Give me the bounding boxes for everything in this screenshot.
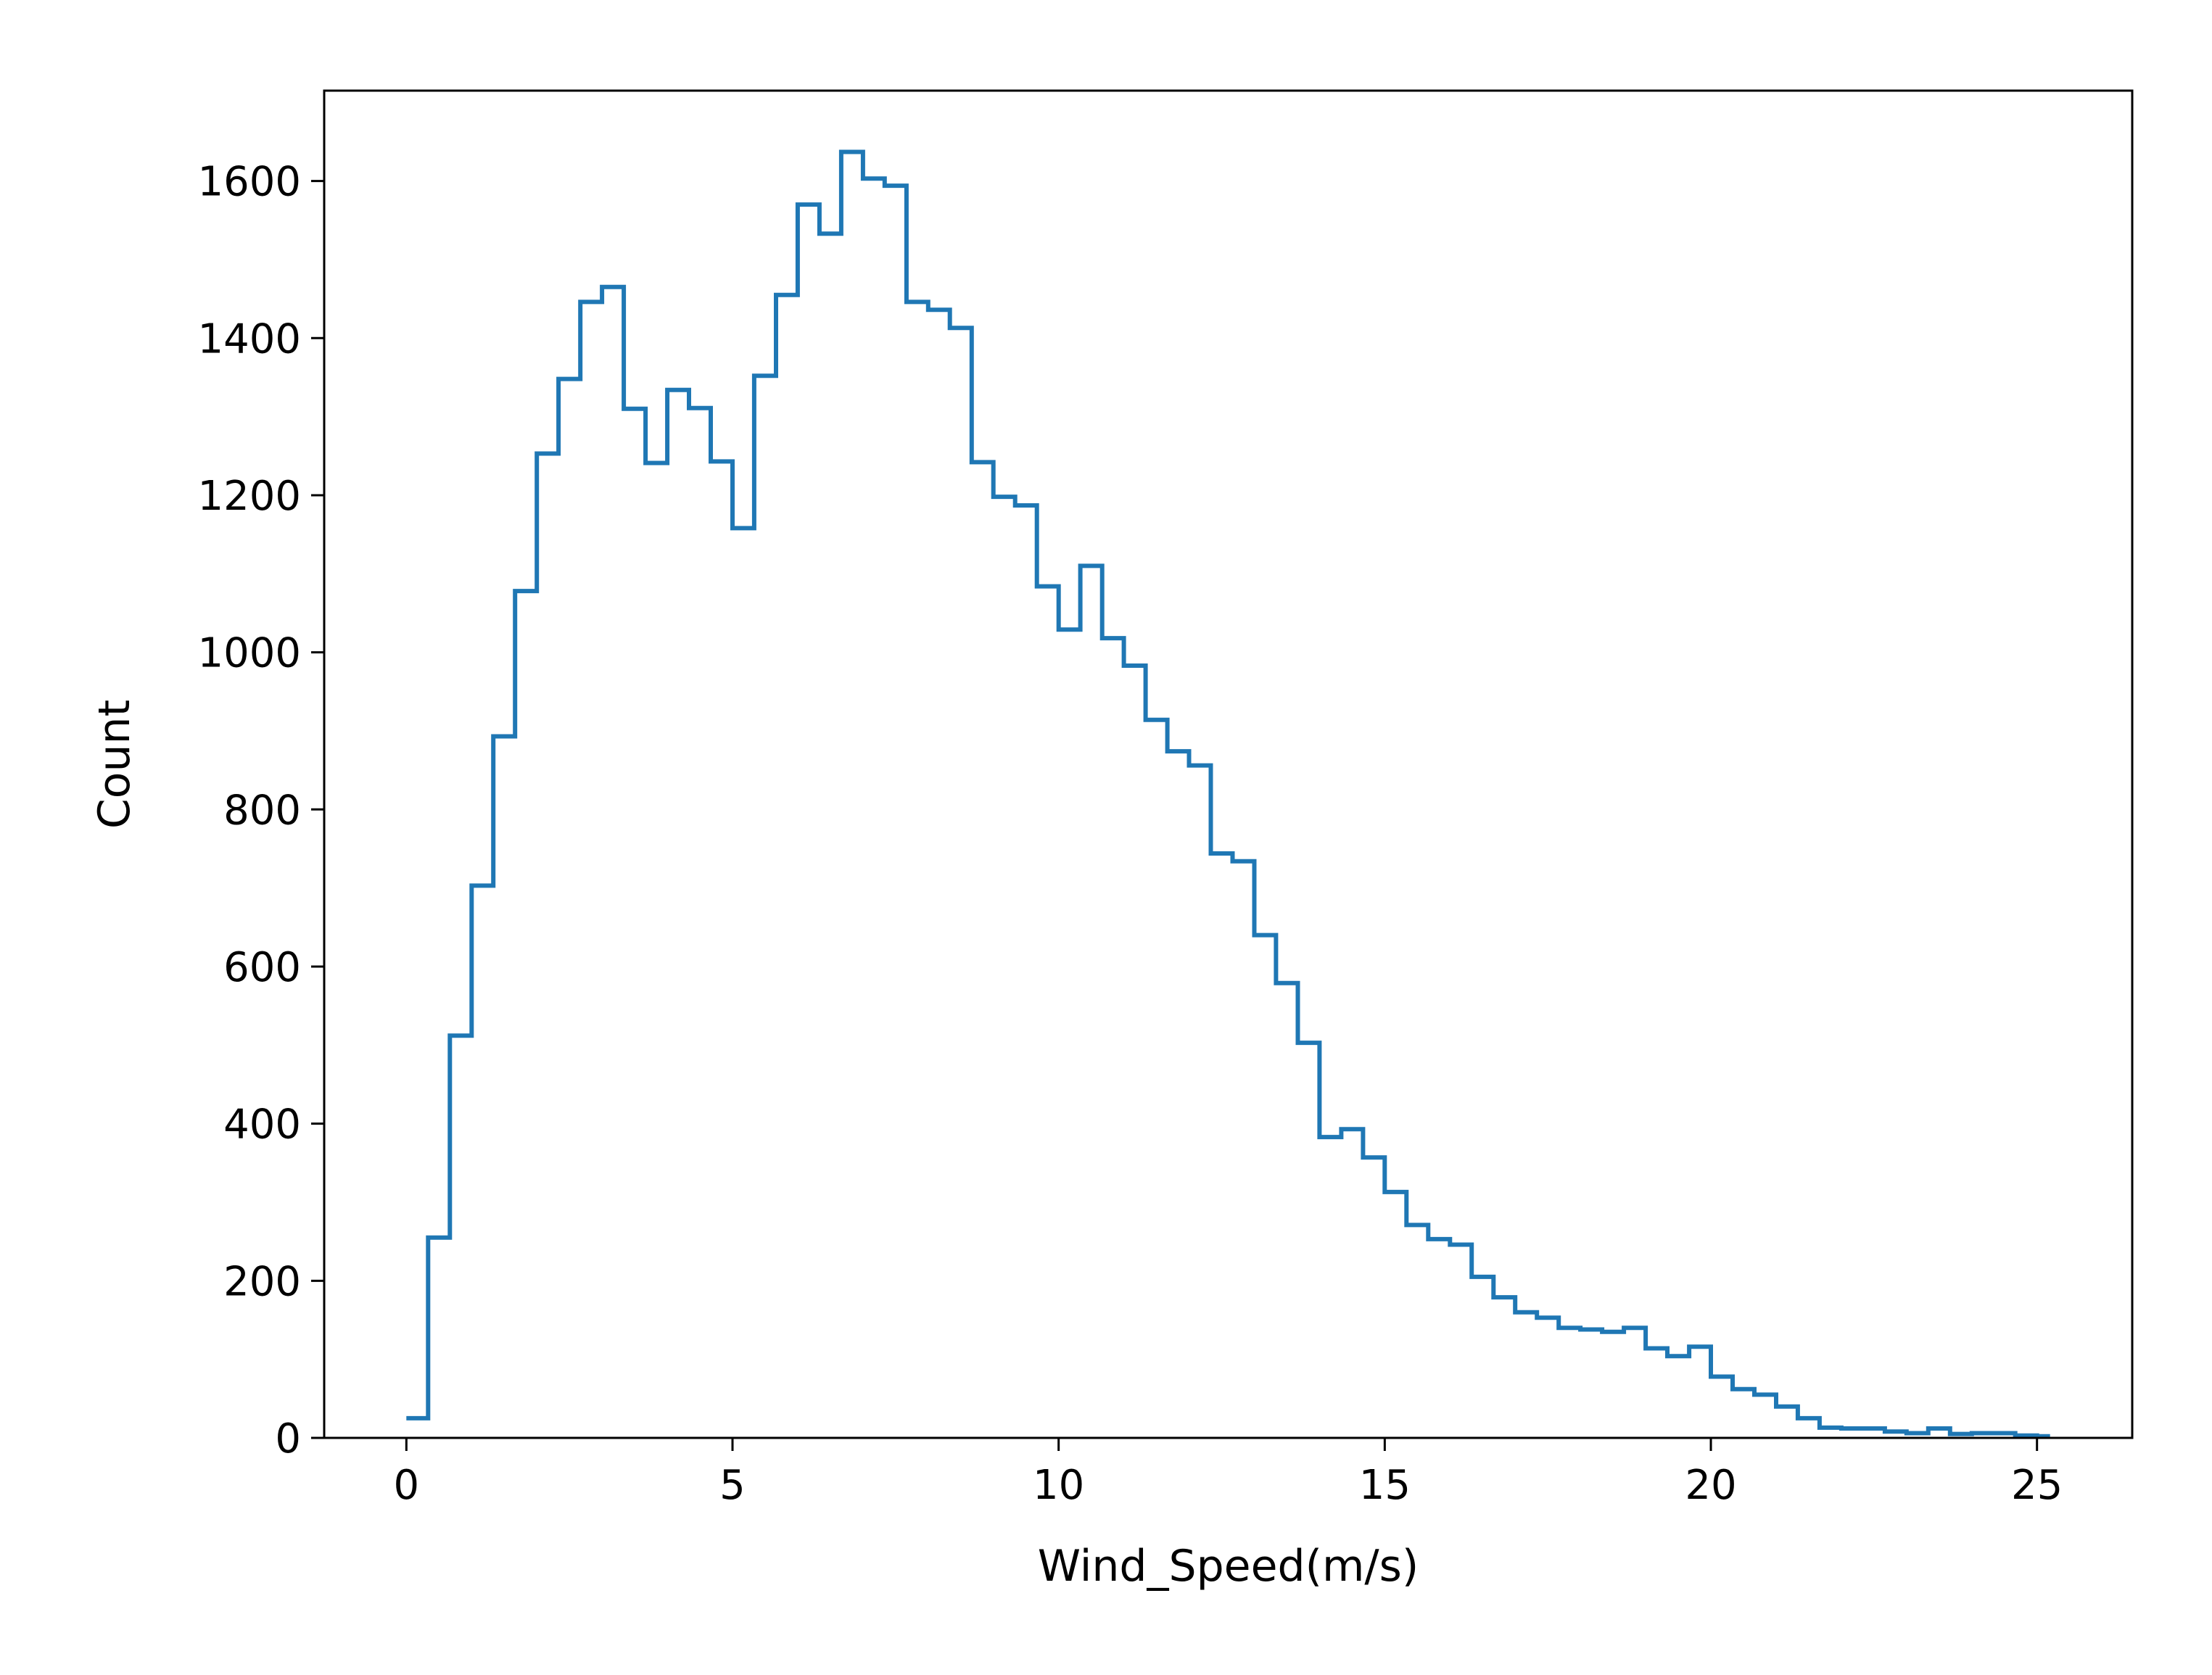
y-tick-label: 1200 bbox=[197, 473, 301, 520]
x-tick-label: 15 bbox=[1359, 1462, 1411, 1509]
y-tick-label: 200 bbox=[223, 1258, 301, 1305]
y-tick-label: 0 bbox=[275, 1415, 301, 1463]
x-tick-label: 20 bbox=[1685, 1462, 1736, 1509]
y-tick-label: 400 bbox=[223, 1101, 301, 1149]
y-tick-label: 600 bbox=[223, 944, 301, 991]
y-axis-label: Count bbox=[89, 700, 140, 829]
y-tick-label: 1400 bbox=[197, 315, 301, 363]
plot-frame bbox=[323, 89, 2134, 1439]
y-axis-ticks: 0 200 400 600 800 1000 1200 1400 1600 bbox=[197, 159, 324, 1463]
y-tick-label: 1000 bbox=[197, 630, 301, 677]
x-axis-ticks: 0 5 10 15 20 25 bbox=[393, 1438, 2063, 1509]
y-tick-label: 1600 bbox=[197, 159, 301, 206]
x-tick-label: 5 bbox=[719, 1462, 746, 1509]
x-tick-label: 0 bbox=[393, 1462, 419, 1509]
x-tick-label: 10 bbox=[1033, 1462, 1084, 1509]
x-axis-label: Wind_Speed(m/s) bbox=[1038, 1541, 1419, 1592]
x-tick-label: 25 bbox=[2011, 1462, 2063, 1509]
plot-area-background bbox=[324, 91, 2132, 1438]
histogram-step-line bbox=[406, 149, 2050, 1439]
y-tick-label: 800 bbox=[223, 787, 301, 834]
